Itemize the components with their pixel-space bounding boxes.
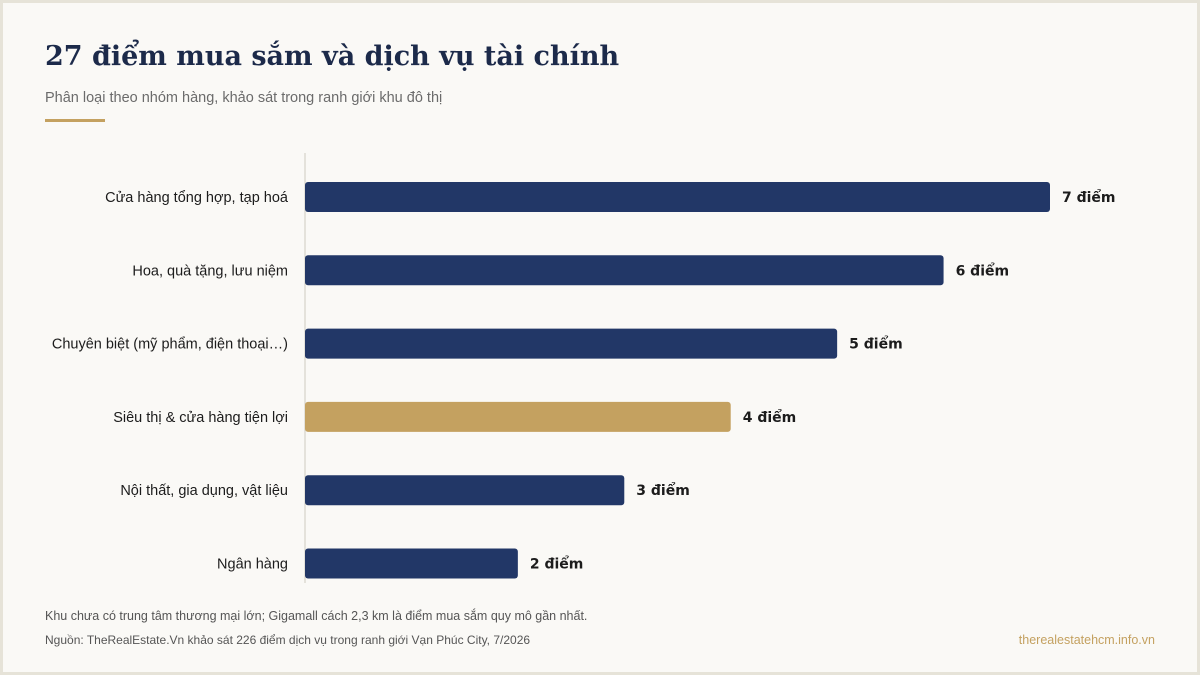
category-label: Siêu thị & cửa hàng tiện lợi [113,410,288,426]
data-label: 6 điểm [956,262,1010,279]
bar [305,401,731,432]
bar-chart: Cửa hàng tổng hợp, tạp hoá 7 điểm Hoa, quà… [52,153,1116,583]
bar [305,548,518,579]
site-link[interactable]: therealestatehcm.info.vn [1018,633,1155,647]
data-label: 5 điểm [849,336,903,353]
title-accent-line [45,119,105,122]
data-label: 7 điểm [1062,189,1116,206]
data-label: 3 điểm [636,482,690,499]
source-note: Nguồn: TheRealEstate.Vn khảo sát 226 điể… [45,633,531,647]
bar [305,475,625,506]
category-label: Hoa, quà tặng, lưu niệm [132,263,288,279]
bar [305,182,1050,212]
data-label: 4 điểm [743,409,797,426]
footnote: Khu chưa có trung tâm thương mại lớn; Gi… [45,609,588,623]
category-label: Nội thất, gia dụng, vật liệu [120,483,288,499]
category-label: Chuyên biệt (mỹ phẩm, điện thoại…) [52,337,288,353]
category-label: Cửa hàng tổng hợp, tạp hoá [105,190,289,206]
bar [305,255,944,286]
data-label: 2 điểm [530,556,584,573]
category-label: Ngân hàng [217,557,288,573]
page-subtitle: Phân loại theo nhóm hàng, khảo sát trong… [45,90,443,106]
chart-card: 27 điểm mua sắm và dịch vụ tài chính Phâ… [3,3,1197,672]
page-title: 27 điểm mua sắm và dịch vụ tài chính [45,41,620,72]
bar [305,328,838,359]
